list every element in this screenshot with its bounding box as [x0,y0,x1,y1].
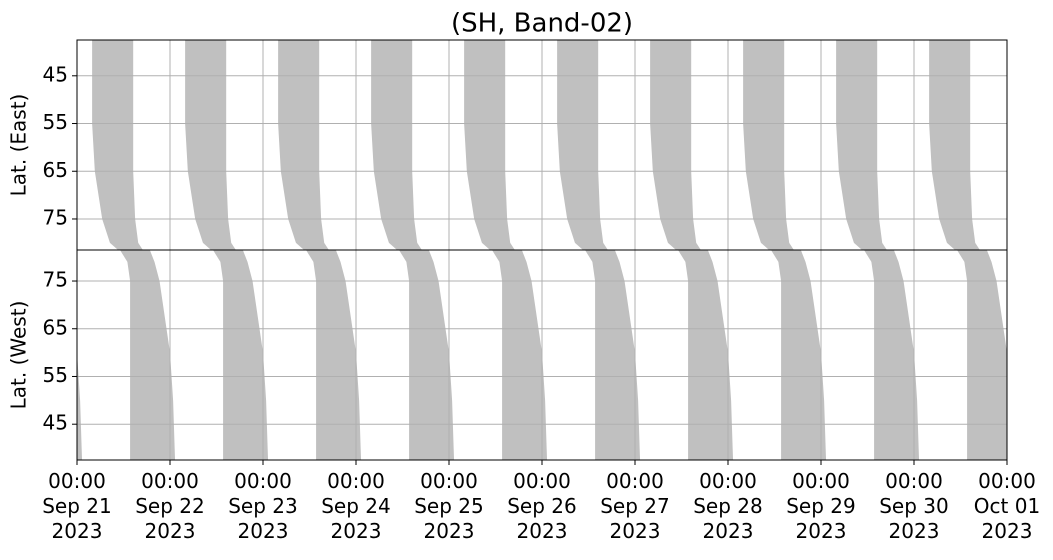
x-tick-label: 00:00 Sep 22 2023 [135,469,205,543]
coverage-band [557,40,608,250]
coverage-band [585,250,641,460]
x-tick-label-line: Sep 29 [786,494,856,518]
coverage-band [771,250,827,460]
y-tick-label: 45 [43,62,68,86]
y-axis-label: Lat. (West) [7,301,31,410]
coverage-band [929,40,980,250]
x-tick-label-line: 00:00 [327,469,385,493]
x-tick-label: 00:00 Sep 21 2023 [42,469,112,543]
x-tick-label: 00:00 Sep 26 2023 [507,469,577,543]
x-tick-label-line: 00:00 [234,469,292,493]
y-tick-label: 55 [43,110,68,134]
coverage-band [278,40,329,250]
x-tick-label-line: Sep 21 [42,494,112,518]
y-tick-label: 45 [43,411,68,435]
x-tick-label-line: 2023 [796,519,847,543]
x-tick-label-line: 00:00 [606,469,664,493]
coverage-band [120,250,176,460]
coverage-band [678,250,734,460]
x-tick-label-line: Sep 25 [414,494,484,518]
y-tick-label: 75 [43,268,68,292]
x-tick-label-line: 2023 [331,519,382,543]
coverage-band [492,250,548,460]
coverage-band [399,250,455,460]
x-tick-label-line: 00:00 [141,469,199,493]
x-tick-label: 00:00 Sep 23 2023 [228,469,298,543]
coverage-band [306,250,362,460]
coverage-band [957,250,1007,460]
x-tick-label-line: 2023 [610,519,661,543]
x-tick-label-line: 00:00 [420,469,478,493]
x-tick-label-line: Oct 01 [974,494,1040,518]
coverage-band [464,40,515,250]
x-tick-label: 00:00 Sep 29 2023 [786,469,856,543]
coverage-band [185,40,236,250]
coverage-band [77,352,83,460]
x-tick-label: 00:00 Sep 27 2023 [600,469,670,543]
coverage-band [371,40,422,250]
panel [77,250,1007,460]
x-tick-label-line: 2023 [424,519,475,543]
x-tick-label: 00:00 Sep 25 2023 [414,469,484,543]
x-tick-label: 00:00 Sep 24 2023 [321,469,391,543]
x-tick-label-line: 2023 [889,519,940,543]
x-tick-label-line: 2023 [703,519,754,543]
x-tick-label: 00:00 Sep 30 2023 [879,469,949,543]
coverage-band [743,40,794,250]
x-tick-label-line: 00:00 [885,469,943,493]
x-tick-label-line: 2023 [238,519,289,543]
x-tick-label: 00:00 Sep 28 2023 [693,469,763,543]
x-tick-label-line: 2023 [52,519,103,543]
x-tick-label-line: Sep 23 [228,494,298,518]
x-tick-label-line: 00:00 [48,469,106,493]
coverage-band [213,250,269,460]
y-tick-label: 65 [43,158,68,182]
x-tick-label: 00:00 Oct 01 2023 [974,469,1040,543]
coverage-band [92,40,143,250]
coverage-band [864,250,920,460]
chart-title: (SH, Band-02) [451,9,633,39]
x-tick-label-line: Sep 26 [507,494,577,518]
x-tick-label-line: 00:00 [513,469,571,493]
x-tick-label-line: 00:00 [978,469,1036,493]
x-tick-label-line: 2023 [982,519,1033,543]
x-tick-label-line: Sep 28 [693,494,763,518]
y-tick-label: 75 [43,205,68,229]
x-tick-label-line: 00:00 [792,469,850,493]
y-axis-label: Lat. (East) [7,94,31,197]
y-tick-label: 55 [43,363,68,387]
x-tick-label-line: 2023 [517,519,568,543]
coverage-band [836,40,887,250]
coverage-band [650,40,701,250]
x-tick-label-line: Sep 30 [879,494,949,518]
panel [92,40,980,250]
x-tick-label-line: 00:00 [699,469,757,493]
x-tick-label-line: 2023 [145,519,196,543]
x-tick-label-line: Sep 22 [135,494,205,518]
y-tick-label: 65 [43,315,68,339]
x-tick-label-line: Sep 24 [321,494,391,518]
x-tick-label-line: Sep 27 [600,494,670,518]
